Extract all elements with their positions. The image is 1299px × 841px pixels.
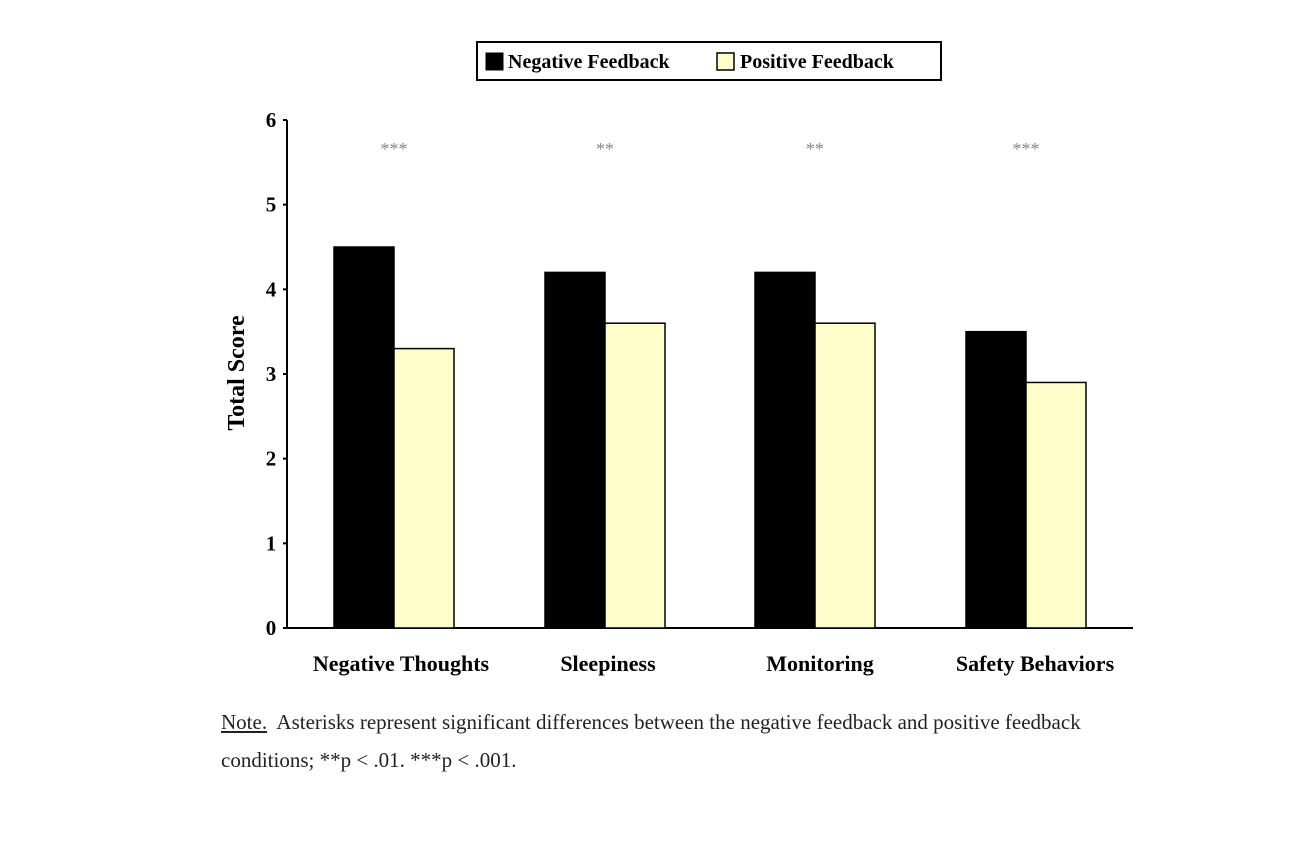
- note-text: Asterisks represent significant differen…: [221, 710, 1081, 772]
- significance-marker: **: [596, 139, 614, 159]
- legend-label-negative: Negative Feedback: [508, 51, 671, 73]
- bar-negative-feedback: [965, 330, 1027, 629]
- bar-positive-feedback: [393, 347, 455, 629]
- bar-negative-feedback: [544, 271, 606, 629]
- y-tick-label: 5: [266, 193, 277, 217]
- x-tick-label: Negative Thoughts: [313, 651, 490, 676]
- significance-marker: ***: [1013, 139, 1040, 159]
- legend-swatch-positive: [716, 52, 735, 71]
- bars: [333, 246, 1087, 629]
- significance-marker: **: [806, 139, 824, 159]
- figure-note: Note. Asterisks represent significant di…: [221, 703, 1141, 779]
- legend-swatch-negative: [485, 52, 504, 71]
- x-tick-label: Monitoring: [766, 651, 874, 676]
- note-label: Note.: [221, 710, 268, 734]
- bar-positive-feedback: [604, 322, 666, 629]
- legend: Negative Feedback Positive Feedback: [476, 41, 942, 81]
- y-tick-label: 2: [266, 447, 277, 471]
- significance-markers: *** ** ** ***: [381, 139, 1040, 159]
- y-tick-label: 4: [266, 277, 277, 301]
- y-axis-label: Total Score: [224, 315, 250, 431]
- bar-positive-feedback: [814, 322, 876, 629]
- significance-marker: ***: [381, 139, 408, 159]
- x-tick-label: Sleepiness: [560, 651, 656, 676]
- y-tick-label: 3: [266, 362, 277, 386]
- legend-label-positive: Positive Feedback: [740, 51, 895, 73]
- x-tick-labels: Negative Thoughts Sleepiness Monitoring Saf…: [313, 651, 1115, 676]
- legend-box: [476, 41, 942, 81]
- y-tick-label: 1: [266, 531, 277, 555]
- y-ticks: 0 1 2 3 4 5 6: [266, 108, 287, 640]
- bar-negative-feedback: [754, 271, 816, 629]
- y-tick-label: 6: [266, 108, 277, 132]
- bar-negative-feedback: [333, 246, 395, 629]
- x-tick-label: Safety Behaviors: [956, 651, 1115, 676]
- bar-positive-feedback: [1025, 381, 1087, 629]
- y-tick-label: 0: [266, 616, 277, 640]
- bar-chart: Negative Feedback Positive Feedback Tota…: [224, 41, 1133, 676]
